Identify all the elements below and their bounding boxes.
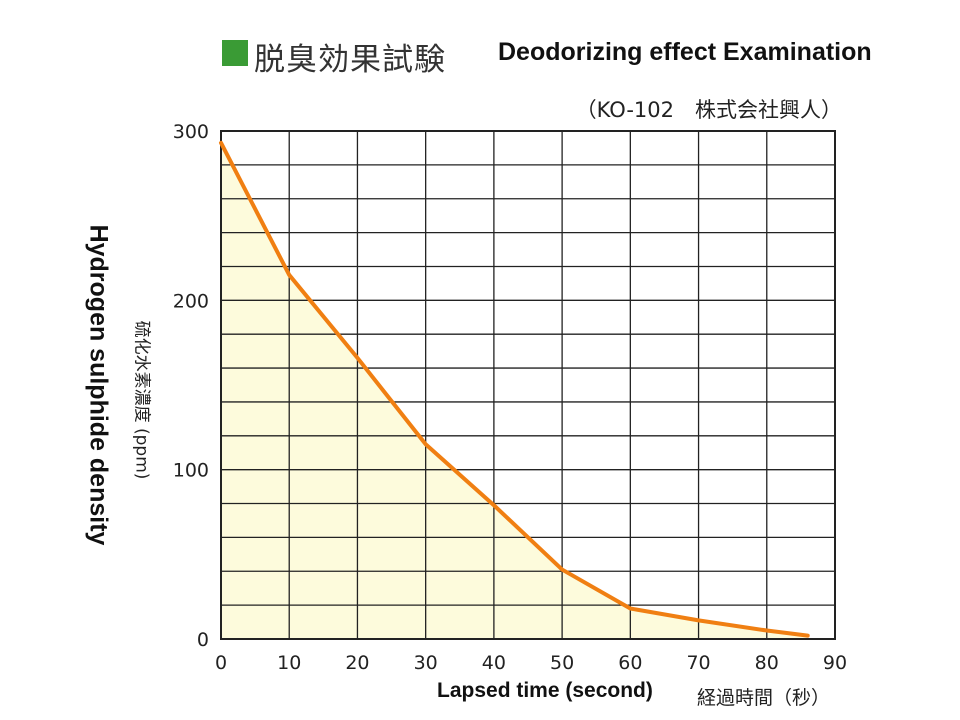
x-tick-label: 70 <box>686 652 710 674</box>
chart-title-english: Deodorizing effect Examination <box>498 38 872 66</box>
x-tick-label: 20 <box>345 652 369 674</box>
x-axis-label: 経過時間（秒） <box>697 687 831 709</box>
x-tick-label: 50 <box>550 652 574 674</box>
x-tick-label: 10 <box>277 652 301 674</box>
title-square-icon <box>222 40 248 66</box>
x-tick-label: 60 <box>618 652 642 674</box>
x-tick-label: 80 <box>755 652 779 674</box>
area-fill <box>221 142 808 639</box>
x-tick-label: 90 <box>823 652 847 674</box>
plot-frame <box>220 130 836 640</box>
x-axis-label-english: Lapsed time (second) <box>437 679 653 702</box>
y-tick-label: 200 <box>173 290 209 312</box>
y-tick-label: 300 <box>173 121 209 143</box>
x-tick-label: 30 <box>414 652 438 674</box>
x-tick-label: 0 <box>215 652 227 674</box>
chart-source: （KO-102 株式会社興人） <box>575 98 842 122</box>
y-tick-label: 100 <box>173 460 209 482</box>
chart-title: 脱臭効果試験 <box>254 42 446 78</box>
series-line <box>219 140 810 638</box>
y-tick-label: 0 <box>197 629 209 651</box>
x-tick-label: 40 <box>482 652 506 674</box>
